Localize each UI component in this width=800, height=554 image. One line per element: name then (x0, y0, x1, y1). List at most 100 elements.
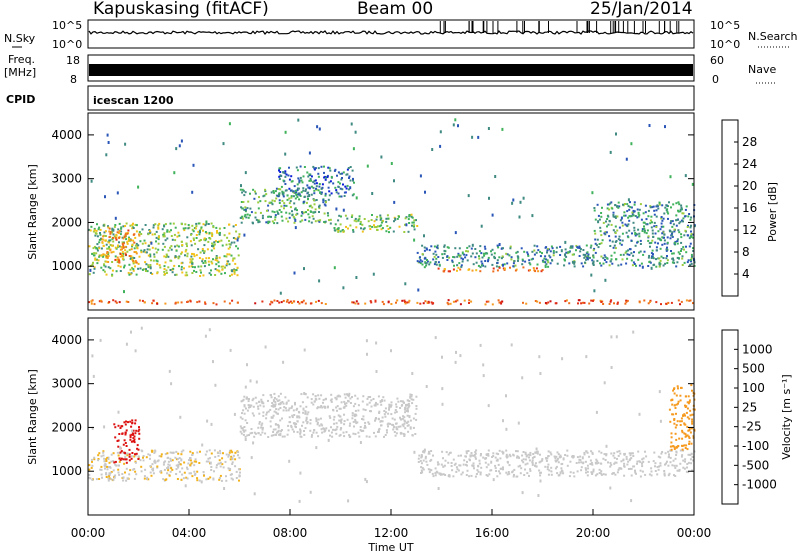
echo-cell (687, 402, 690, 405)
echo-cell (301, 219, 304, 222)
echo-cell (548, 469, 551, 472)
echo-cell (653, 451, 656, 454)
echo-cell (521, 258, 524, 261)
echo-cell (537, 249, 540, 252)
echo-cell (377, 431, 379, 433)
echo-cell (168, 230, 171, 233)
echo-cell (355, 422, 358, 425)
echo-cell (228, 451, 231, 454)
echo-cell (170, 229, 172, 232)
echo-cell (569, 246, 572, 249)
echo-cell (407, 410, 409, 413)
echo-cell (432, 252, 435, 255)
echo-cell (679, 394, 682, 397)
echo-cell (93, 458, 96, 461)
echo-cell (350, 216, 353, 218)
echo-cell (143, 475, 146, 478)
echo-cell (234, 465, 237, 468)
echo-cell (675, 265, 678, 268)
echo-cell (296, 407, 299, 410)
echo-cell (263, 194, 266, 197)
echo-cell (170, 235, 173, 237)
echo-cell (167, 255, 170, 258)
echo-cell (317, 219, 320, 222)
echo-cell (190, 255, 193, 258)
echo-cell (599, 230, 602, 233)
echo-cell (435, 263, 438, 266)
echo-cell (686, 407, 689, 410)
echo-cell (315, 199, 318, 201)
echo-cell (181, 467, 184, 470)
echo-cell (108, 475, 111, 478)
echo-cell (625, 157, 628, 161)
echo-cell (424, 300, 427, 303)
colorbar-tick-label: 500 (742, 362, 765, 376)
echo-cell (103, 464, 106, 467)
echo-cell (273, 191, 275, 194)
echo-cell (191, 266, 194, 268)
echo-cell (466, 460, 468, 463)
echo-cell (659, 419, 662, 423)
echo-cell (107, 225, 109, 228)
echo-cell (340, 421, 343, 424)
echo-cell (612, 211, 615, 214)
echo-cell (653, 225, 656, 228)
echo-cell (258, 220, 261, 223)
echo-cell (434, 467, 437, 470)
echo-cell (600, 242, 603, 245)
echo-cell (138, 299, 141, 302)
echo-cell (502, 452, 505, 455)
echo-cell (592, 261, 595, 265)
echo-cell (609, 462, 612, 464)
echo-cell (312, 198, 315, 201)
echo-cell (404, 427, 407, 430)
echo-cell (314, 179, 317, 182)
echo-cell (655, 258, 657, 261)
echo-cell (146, 478, 148, 481)
echo-cell (271, 203, 274, 206)
echo-cell (215, 226, 218, 229)
echo-cell (228, 223, 230, 226)
echo-cell (124, 234, 127, 236)
echo-cell (347, 227, 349, 230)
echo-cell (167, 469, 170, 472)
echo-cell (614, 232, 617, 234)
echo-cell (351, 414, 354, 417)
echo-cell (156, 460, 159, 463)
echo-cell (541, 269, 544, 271)
echo-cell (318, 279, 321, 283)
echo-cell (337, 171, 340, 174)
echo-cell (527, 453, 530, 456)
echo-cell (232, 269, 235, 272)
echo-cell (320, 165, 323, 168)
colorbar-tick-label: 12 (742, 223, 757, 237)
echo-cell (628, 229, 631, 232)
echo-cell (213, 247, 216, 250)
echo-cell (682, 212, 685, 215)
velocity-heatmap (88, 326, 696, 503)
echo-cell (332, 182, 335, 185)
echo-cell (138, 437, 141, 440)
echo-cell (303, 267, 305, 271)
echo-cell (528, 259, 531, 262)
echo-cell (415, 418, 418, 421)
echo-cell (494, 467, 497, 470)
echo-cell (254, 432, 257, 435)
echo-cell (269, 425, 272, 428)
y-tick-label: 1000 (51, 259, 82, 273)
echo-cell (305, 188, 307, 191)
echo-cell (626, 257, 629, 260)
echo-cell (383, 399, 386, 402)
echo-cell (657, 455, 660, 458)
echo-cell (194, 227, 197, 230)
echo-cell (228, 239, 230, 242)
echo-cell (462, 258, 464, 261)
echo-cell (661, 451, 664, 453)
echo-cell (124, 433, 127, 436)
echo-cell (309, 210, 312, 213)
echo-cell (228, 253, 231, 256)
echo-cell (624, 302, 627, 305)
echo-cell (410, 394, 413, 396)
echo-cell (120, 425, 123, 428)
echo-cell (131, 258, 134, 261)
